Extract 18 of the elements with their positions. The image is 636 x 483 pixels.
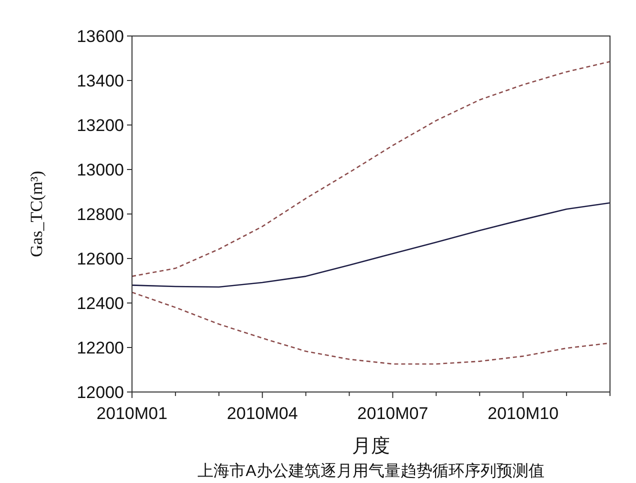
text: 上海市A办公建筑逐月用气量趋势循环序列预测值 — [198, 462, 544, 480]
y-tick-label: 12200 — [76, 338, 124, 358]
y-tick-label: 12600 — [76, 250, 124, 268]
x-axis-title: 月度 — [352, 435, 390, 457]
y-tick-label: 12400 — [76, 294, 124, 313]
y-tick-label: 12000 — [76, 383, 124, 402]
y-axis-title: Gas_TC(m³) — [27, 170, 46, 258]
x-tick-label: 2010M07 — [357, 404, 428, 423]
y-tick-label: 13000 — [76, 160, 124, 180]
y-tick-label: 12800 — [76, 205, 124, 224]
y-tick-label: 13200 — [76, 116, 124, 135]
line-series — [131, 60, 611, 277]
y-tick-label: 13600 — [76, 27, 124, 46]
x-tick-label: 2010M04 — [226, 404, 298, 423]
y-tick-label: 13400 — [76, 72, 124, 90]
line-series — [131, 202, 611, 288]
x-tick-label: 2010M01 — [96, 404, 168, 423]
x-tick-label: 2010M10 — [488, 404, 559, 423]
